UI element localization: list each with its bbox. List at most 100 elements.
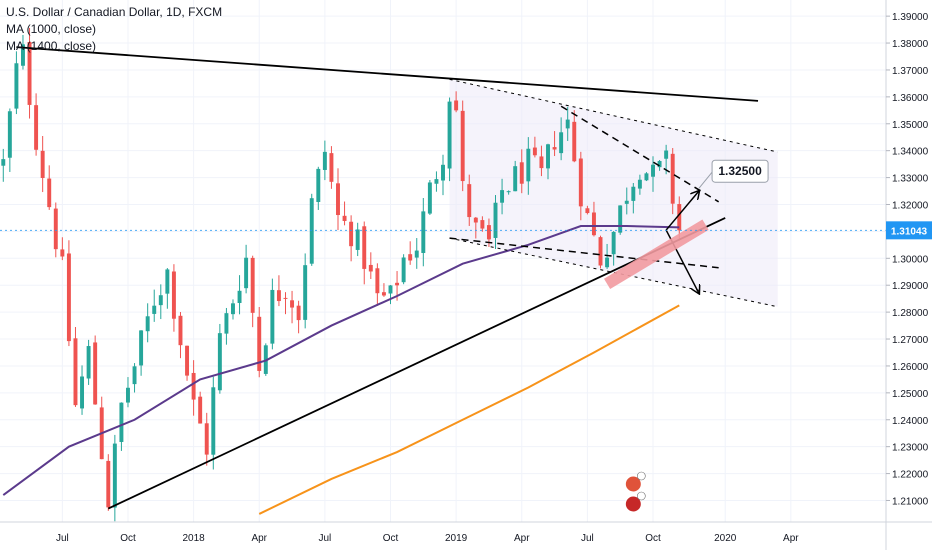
- candle-body: [86, 346, 91, 379]
- candle-body: [598, 237, 603, 266]
- candle-body: [670, 153, 675, 204]
- candle-body: [519, 162, 524, 184]
- x-tick-label: Apr: [514, 533, 530, 544]
- candle-body: [106, 460, 111, 508]
- candle-body: [257, 316, 262, 371]
- y-tick-label: 1.39000: [892, 12, 929, 23]
- candle-body: [611, 231, 616, 255]
- candle-body: [349, 221, 354, 247]
- candle-body: [559, 132, 564, 154]
- candle-body: [1, 159, 6, 166]
- candle-body: [132, 366, 137, 385]
- candle-body: [21, 44, 25, 66]
- candle-body: [191, 372, 196, 400]
- callout-pointer: [698, 171, 713, 189]
- legend: U.S. Dollar / Canadian Dollar, 1D, FXCM …: [6, 4, 222, 55]
- candle-body: [637, 179, 642, 189]
- candle-body: [283, 297, 288, 299]
- candle-body: [618, 205, 623, 233]
- current-price-label: 1.31043: [891, 226, 928, 237]
- candle-body: [467, 184, 472, 218]
- legend-ma1000[interactable]: MA (1000, close): [6, 22, 97, 36]
- candle-body: [624, 200, 629, 204]
- candle-body: [40, 150, 45, 178]
- candle-body: [434, 179, 439, 184]
- candle-body: [185, 345, 190, 376]
- candle-body: [329, 153, 334, 182]
- x-tick-label: Jul: [581, 533, 594, 544]
- callout-label: 1.32500: [718, 164, 762, 178]
- candle-body: [119, 402, 124, 442]
- candle-body: [506, 191, 511, 193]
- legend-ma1400[interactable]: MA (1400, close): [6, 39, 97, 53]
- candle-body: [500, 190, 505, 203]
- y-tick-label: 1.36000: [892, 93, 929, 104]
- candle-body: [60, 249, 65, 257]
- candle-body: [552, 147, 557, 150]
- candle-body: [578, 158, 583, 207]
- y-tick-label: 1.38000: [892, 39, 929, 50]
- candle-body: [427, 182, 432, 214]
- y-tick-label: 1.21000: [892, 496, 929, 507]
- y-tick-label: 1.22000: [892, 470, 929, 481]
- candle-body: [441, 164, 445, 181]
- candle-body: [355, 229, 360, 250]
- candle-body: [414, 250, 419, 258]
- y-tick-label: 1.25000: [892, 389, 929, 400]
- candle-body: [546, 144, 550, 169]
- projection-line: [560, 105, 720, 203]
- candle-body: [526, 148, 531, 182]
- candle-body: [178, 315, 183, 346]
- candle-body: [572, 121, 577, 162]
- y-tick-label: 1.26000: [892, 362, 929, 373]
- candle-body: [664, 150, 669, 159]
- candle-body: [152, 305, 157, 314]
- candle-body: [513, 166, 518, 192]
- candle-body: [395, 282, 400, 286]
- candle-body: [73, 338, 78, 406]
- projection-arrow: [665, 191, 699, 231]
- y-tick-label: 1.37000: [892, 66, 929, 77]
- candles: [1, 27, 682, 522]
- y-tick-label: 1.30000: [892, 254, 929, 265]
- candle-body: [651, 164, 655, 177]
- y-tick-label: 1.28000: [892, 308, 929, 319]
- candle-body: [198, 396, 203, 424]
- candle-body: [421, 211, 426, 253]
- candle-body: [47, 178, 52, 208]
- y-tick-label: 1.35000: [892, 120, 929, 131]
- x-tick-label: Oct: [383, 533, 399, 544]
- channel-boundary: [449, 78, 778, 153]
- legend-symbol[interactable]: U.S. Dollar / Canadian Dollar, 1D, FXCM: [6, 5, 223, 19]
- candle-body: [316, 168, 321, 202]
- candle-body: [126, 387, 130, 403]
- y-tick-label: 1.23000: [892, 443, 929, 454]
- candle-body: [454, 100, 459, 111]
- x-tick-label: Oct: [645, 533, 661, 544]
- candle-body: [204, 423, 209, 455]
- x-tick-label: Jul: [56, 533, 69, 544]
- y-tick-label: 1.24000: [892, 416, 929, 427]
- y-tick-label: 1.27000: [892, 335, 929, 346]
- trendline: [107, 217, 726, 510]
- x-tick-label: Apr: [251, 533, 267, 544]
- ma1000-line: [2, 225, 680, 496]
- x-tick-label: 2020: [714, 533, 737, 544]
- candle-body: [66, 253, 71, 342]
- candle-body: [93, 342, 98, 405]
- candle-body: [322, 151, 327, 170]
- candle-body: [605, 257, 610, 268]
- candle-body: [631, 186, 636, 201]
- candle-body: [34, 105, 39, 150]
- x-tick-label: Jul: [318, 533, 331, 544]
- ma1400-line: [258, 304, 680, 515]
- candle-body: [539, 156, 544, 169]
- y-tick-label: 1.33000: [892, 174, 929, 185]
- candle-body: [27, 42, 32, 105]
- candle-body: [80, 376, 85, 409]
- candle-body: [480, 220, 485, 229]
- x-tick-label: Oct: [120, 533, 136, 544]
- candle-body: [290, 300, 295, 308]
